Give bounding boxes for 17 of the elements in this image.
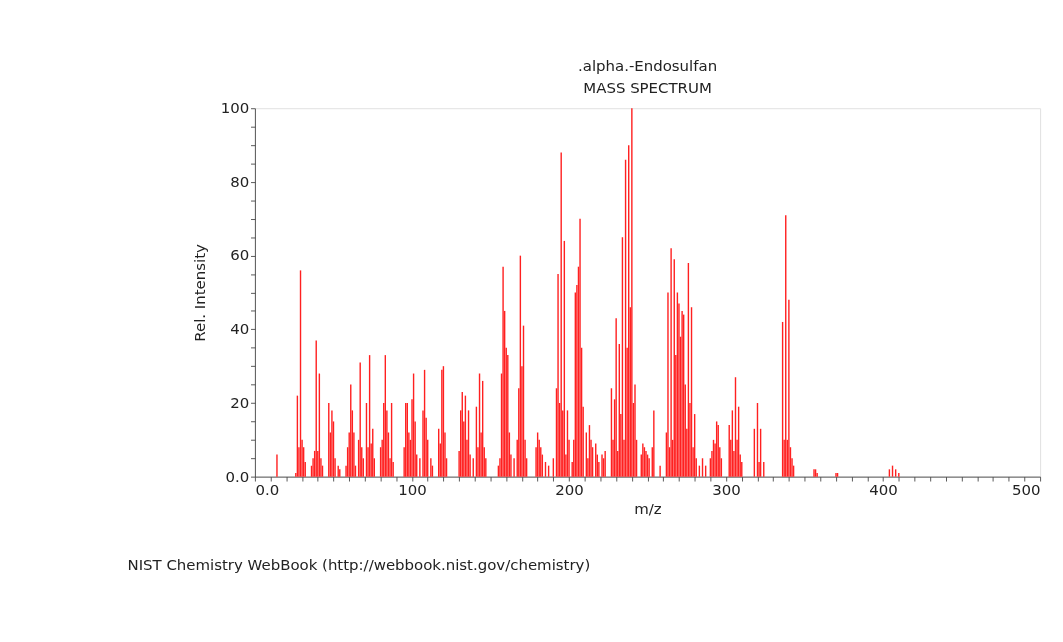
y-tick-label: 40 [230, 320, 250, 339]
chart-title: .alpha.-Endosulfan [578, 57, 718, 76]
x-tick-label: 400 [869, 480, 898, 499]
x-tick-label: 200 [555, 480, 584, 499]
x-tick-label: 100 [398, 480, 427, 499]
y-axis-title: Rel. Intensity [190, 243, 209, 342]
x-axis-title: m/z [634, 500, 662, 519]
y-tick-label: 80 [230, 172, 250, 191]
chart-subtitle: MASS SPECTRUM [583, 79, 712, 98]
x-tick-label: 0.0 [255, 480, 280, 499]
y-tick-label: 60 [230, 246, 250, 265]
y-tick-label: 0.0 [225, 467, 250, 486]
text: NIST Chemistry WebBook (http://webbook.nist.gov/chemistry) [127, 555, 591, 574]
y-tick-label: 100 [220, 99, 250, 118]
x-tick-label: 500 [1012, 480, 1041, 499]
y-tick-label: 20 [230, 393, 250, 412]
x-tick-label: 300 [712, 480, 741, 499]
